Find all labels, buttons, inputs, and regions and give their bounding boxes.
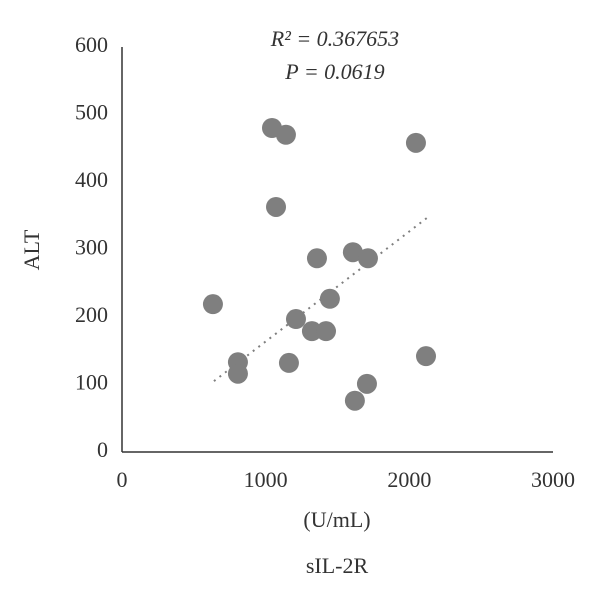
point bbox=[342, 242, 363, 263]
point bbox=[405, 132, 426, 153]
point bbox=[285, 309, 306, 330]
point bbox=[356, 373, 377, 394]
y-tick-label: 100 bbox=[75, 370, 108, 395]
point bbox=[344, 390, 365, 411]
point bbox=[316, 321, 337, 342]
x-axis-label: (U/mL) bbox=[303, 507, 370, 532]
x-tick-label: 1000 bbox=[244, 467, 288, 492]
x-tick-label: 0 bbox=[117, 467, 128, 492]
point bbox=[357, 248, 378, 269]
x-tick-label: 3000 bbox=[531, 467, 575, 492]
point bbox=[306, 248, 327, 269]
point bbox=[202, 294, 223, 315]
point bbox=[278, 352, 299, 373]
y-axis-label: ALT bbox=[19, 229, 44, 270]
point bbox=[227, 363, 248, 384]
y-tick-label: 200 bbox=[75, 302, 108, 327]
y-tick-label: 400 bbox=[75, 167, 108, 192]
x-axis-title: sIL-2R bbox=[306, 553, 369, 578]
point bbox=[301, 321, 322, 342]
point bbox=[415, 346, 436, 367]
y-tick-label: 0 bbox=[97, 437, 108, 462]
y-tick-label: 500 bbox=[75, 100, 108, 125]
point bbox=[266, 196, 287, 217]
y-tick-label: 600 bbox=[75, 32, 108, 57]
point bbox=[319, 288, 340, 309]
y-tick-label: 300 bbox=[75, 235, 108, 260]
point bbox=[275, 124, 296, 145]
annotation: P = 0.0619 bbox=[284, 59, 384, 84]
annotation: R² = 0.367653 bbox=[270, 26, 399, 51]
x-tick-label: 2000 bbox=[387, 467, 431, 492]
